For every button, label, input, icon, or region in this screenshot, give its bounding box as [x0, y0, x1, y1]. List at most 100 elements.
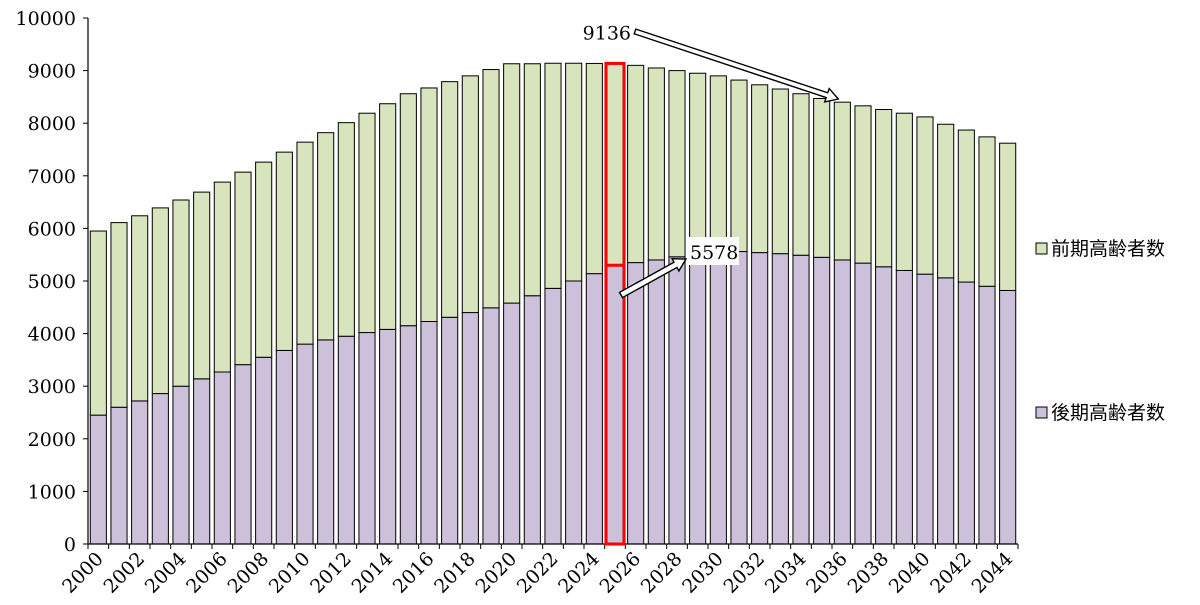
bar-late-elderly-2012: [337, 335, 355, 545]
bar-early-elderly-2016: [420, 87, 438, 322]
bar-late-elderly-2041: [937, 277, 955, 545]
bar-late-elderly-2027: [647, 259, 665, 545]
bar-early-elderly-2027: [647, 67, 665, 261]
bar-late-elderly-2038: [875, 266, 893, 545]
bar-early-elderly-2033: [771, 88, 789, 255]
bar-early-elderly-2020: [503, 63, 521, 304]
bar-early-elderly-2017: [441, 81, 459, 318]
legend-label-late-elderly: 後期高齢者数: [1051, 402, 1165, 424]
bar-late-elderly-2023: [565, 280, 583, 545]
bar-early-elderly-2043: [978, 136, 996, 287]
bar-early-elderly-2036: [833, 101, 851, 261]
bar-early-elderly-2021: [523, 63, 541, 297]
bar-late-elderly-2033: [771, 253, 789, 545]
x-tick-label: 2034: [761, 548, 811, 598]
bar-early-elderly-2022: [544, 62, 562, 289]
bar-late-elderly-2042: [957, 281, 975, 545]
bar-early-elderly-2006: [213, 181, 231, 373]
bar-early-elderly-2035: [813, 97, 831, 258]
y-tick-label: 3000: [28, 376, 76, 398]
bar-late-elderly-2021: [523, 295, 541, 545]
bar-late-elderly-2008: [255, 356, 273, 545]
x-tick-label: 2020: [471, 548, 521, 598]
y-tick-label: 4000: [28, 324, 76, 346]
bar-early-elderly-2013: [358, 112, 376, 334]
bar-late-elderly-2005: [193, 378, 211, 545]
legend-swatch-early-elderly: [1035, 242, 1048, 255]
x-tick-label: 2024: [554, 548, 604, 598]
bar-early-elderly-2040: [916, 116, 934, 275]
bar-early-elderly-2041: [937, 123, 955, 279]
y-tick-label: 2000: [28, 429, 76, 451]
x-tick-label: 2010: [265, 548, 315, 598]
bar-early-elderly-2025: [606, 62, 624, 266]
bar-early-elderly-2018: [461, 75, 479, 314]
legend-swatch-late-elderly: [1035, 406, 1048, 419]
bar-late-elderly-2020: [503, 302, 521, 545]
x-tick-label: 2002: [99, 548, 149, 598]
bar-early-elderly-2004: [172, 199, 190, 387]
bar-early-elderly-2010: [296, 141, 314, 345]
y-tick-label: 9000: [28, 61, 76, 83]
bar-late-elderly-2040: [916, 273, 934, 545]
x-tick-label: 2022: [513, 548, 563, 598]
bar-late-elderly-2011: [317, 339, 335, 545]
bar-late-elderly-2035: [813, 256, 831, 545]
bar-late-elderly-2028: [668, 256, 686, 545]
x-tick-label: 2018: [430, 548, 480, 598]
bar-late-elderly-2003: [151, 393, 169, 545]
bar-early-elderly-2005: [193, 191, 211, 380]
x-tick-label: 2016: [389, 548, 439, 598]
y-tick-label: 6000: [28, 218, 76, 240]
bar-late-elderly-2004: [172, 385, 190, 545]
legend-label-early-elderly: 前期高齢者数: [1051, 238, 1165, 260]
bar-late-elderly-2019: [482, 307, 500, 545]
x-tick-label: 2026: [595, 548, 645, 598]
bar-early-elderly-2026: [627, 64, 645, 264]
x-tick-labels: 2000200220042006200820102012201420162018…: [58, 544, 1019, 598]
annotation-5578: 5578: [690, 242, 738, 264]
bar-late-elderly-2037: [854, 262, 872, 545]
bar-early-elderly-2024: [585, 62, 603, 275]
x-tick-label: 2032: [719, 548, 769, 598]
bar-early-elderly-2003: [151, 207, 169, 395]
bar-early-elderly-2012: [337, 122, 355, 337]
bar-late-elderly-2016: [420, 321, 438, 545]
bar-late-elderly-2022: [544, 287, 562, 545]
bar-late-elderly-2002: [131, 400, 149, 545]
bar-early-elderly-2042: [957, 129, 975, 283]
bar-early-elderly-2029: [689, 72, 707, 255]
x-tick-label: 2030: [678, 548, 728, 598]
y-axis: 0 1000 2000 3000 4000 5000 6000 7000 8000 9000 100…: [16, 8, 89, 556]
bar-early-elderly-2034: [792, 93, 810, 256]
bar-late-elderly-2014: [379, 328, 397, 545]
x-tick-label: 2028: [637, 548, 687, 598]
bar-late-elderly-2009: [275, 349, 293, 545]
bar-late-elderly-2018: [461, 312, 479, 545]
bar-late-elderly-2026: [627, 262, 645, 545]
bar-late-elderly-2034: [792, 254, 810, 545]
bar-late-elderly-2032: [751, 252, 769, 545]
bar-late-elderly-2030: [709, 250, 727, 545]
bar-early-elderly-2028: [668, 70, 686, 258]
bar-early-elderly-2011: [317, 132, 335, 341]
y-tick-labels: 0 1000 2000 3000 4000 5000 6000 7000 8000 9000 100…: [16, 8, 88, 556]
x-tick-label: 2008: [223, 548, 273, 598]
bar-late-elderly-2000: [89, 414, 107, 545]
arrow-9136: [633, 28, 840, 103]
bar-early-elderly-2007: [234, 171, 252, 366]
bar-late-elderly-2044: [999, 289, 1017, 545]
annotation-5578-background: [689, 237, 739, 265]
y-tick-label: 1000: [28, 481, 76, 503]
arrow-5578: [618, 257, 688, 299]
bar-late-elderly-2010: [296, 343, 314, 545]
bar-late-elderly-2039: [895, 269, 913, 545]
highlight-bar-outline: [604, 61, 626, 546]
y-tick-label: 5000: [28, 271, 76, 293]
bar-early-elderly-2019: [482, 69, 500, 309]
x-tick-label: 2014: [347, 548, 397, 598]
bar-early-elderly-2008: [255, 161, 273, 358]
x-tick-label: 2004: [141, 548, 191, 598]
bar-early-elderly-2044: [999, 142, 1017, 291]
